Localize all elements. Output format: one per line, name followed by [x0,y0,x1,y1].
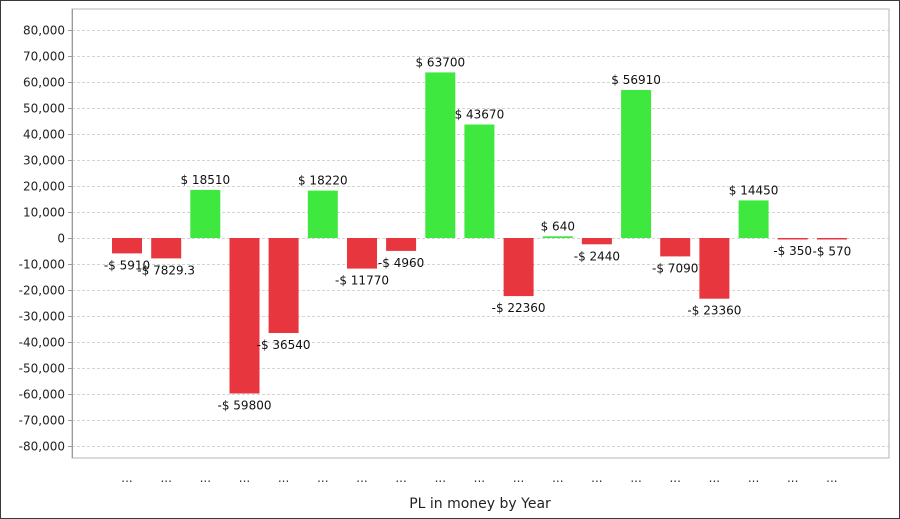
bar [190,189,221,238]
y-tick-label: -10,000 [19,258,65,272]
y-tick-label: 50,000 [23,102,65,116]
data-label: -$ 59800 [218,399,272,413]
x-tick-label: ... [748,471,759,485]
y-tick-label: -40,000 [19,336,65,350]
data-label: $ 18510 [180,173,230,187]
bar [738,200,769,238]
y-tick-label: -80,000 [19,440,65,454]
y-tick-label: 0 [57,232,65,246]
bar [425,72,456,239]
x-tick-label: ... [435,471,446,485]
grid-lines [72,30,889,447]
x-tick-label: ... [826,471,837,485]
y-tick-label: 10,000 [23,206,65,220]
bar [542,236,573,238]
y-tick-label: -30,000 [19,310,65,324]
data-label: -$ 7829.3 [137,263,195,277]
bar [347,238,377,269]
y-tick-label: 40,000 [23,128,65,142]
x-tick-label: ... [787,471,798,485]
x-tick-label: ... [317,471,328,485]
y-tick-label: 70,000 [23,50,65,64]
bars [112,72,847,394]
data-label: $ 56910 [611,73,661,87]
x-axis-title: PL in money by Year [409,496,551,512]
bar [777,238,808,240]
bar [660,238,691,257]
bar [581,238,612,245]
data-label: -$ 11770 [335,274,389,288]
y-tick-label: -50,000 [19,362,65,376]
y-tick-label: 20,000 [23,180,65,194]
data-label: $ 43670 [455,108,505,122]
data-label: -$ 5910 [104,258,150,272]
bar [229,238,260,394]
data-label: -$ 36540 [257,338,311,352]
bar [621,90,652,238]
data-label: $ 63700 [415,55,465,69]
bar [503,238,534,297]
data-label: -$ 350 [773,244,812,258]
data-labels: -$ 5910-$ 7829.3 $ 18510 -$ 59800 -$ 36540 $… [104,55,851,412]
data-label: -$ 4960 [378,256,424,270]
bar [464,124,495,238]
x-tick-label: ... [200,471,211,485]
bar [699,238,730,299]
axes: 80,000 70,000 60,000 50,000 40,000 30,000 20,0… [19,8,890,485]
x-tick-label: ... [278,471,289,485]
x-tick-label: ... [552,471,563,485]
x-tick-label: ... [709,471,720,485]
y-tick-label: 60,000 [23,76,65,90]
x-tick-label: ... [474,471,485,485]
x-tick-label: ... [160,471,171,485]
bar [307,190,338,238]
x-tick-label: ... [630,471,641,485]
data-label: $ 18220 [298,174,348,188]
y-tick-label: -60,000 [19,388,65,402]
x-tick-label: ... [591,471,602,485]
bar [268,238,299,333]
data-label: -$ 570 [813,245,852,259]
y-tick-label: -70,000 [19,414,65,428]
bar [151,238,182,259]
data-label: $ 14450 [729,183,779,197]
data-label: -$ 22360 [492,301,546,315]
x-tick-label: ... [513,471,524,485]
x-tick-label: ... [239,471,250,485]
x-tick-label: ... [395,471,406,485]
y-tick-label: 30,000 [23,154,65,168]
data-label: $ 640 [541,219,575,233]
bar [112,238,142,254]
data-label: -$ 7090 [652,261,698,275]
x-tick-label: ... [121,471,132,485]
data-label: -$ 23360 [687,304,741,318]
x-tick-label: ... [669,471,680,485]
x-tick-label: ... [356,471,367,485]
y-tick-label: -20,000 [19,284,65,298]
bar [386,238,417,251]
data-label: -$ 2440 [574,249,620,263]
y-tick-label: 80,000 [23,24,65,38]
bar [816,238,847,240]
